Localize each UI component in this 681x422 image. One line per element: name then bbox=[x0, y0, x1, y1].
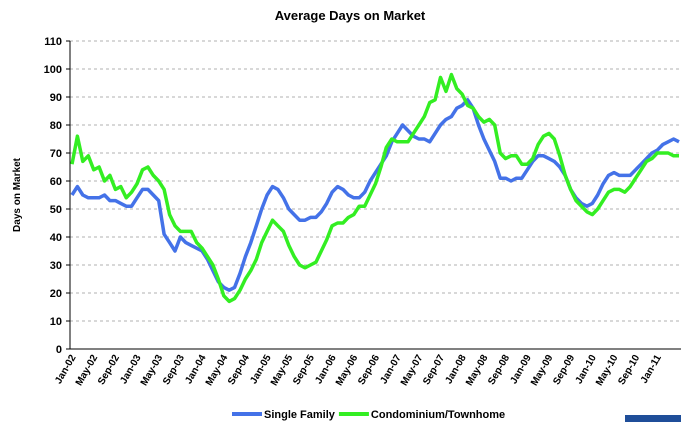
y-tick-label: 20 bbox=[50, 288, 62, 300]
y-tick-label: 100 bbox=[44, 64, 62, 76]
x-tick-label: Sep-03 bbox=[161, 353, 187, 387]
y-axis-label: Days on Market bbox=[12, 157, 23, 232]
y-tick-label: 10 bbox=[50, 316, 62, 328]
y-tick-label: 60 bbox=[50, 176, 62, 188]
y-tick-label: 0 bbox=[56, 344, 62, 356]
legend-label: Condominium/Townhome bbox=[371, 409, 505, 421]
y-tick-label: 80 bbox=[50, 120, 62, 132]
y-tick-label: 40 bbox=[50, 232, 62, 244]
legend-label: Single Family bbox=[264, 409, 336, 421]
x-tick-label: Sep-08 bbox=[486, 353, 512, 387]
x-tick-label: Sep-07 bbox=[421, 353, 447, 387]
x-tick-label: Sep-10 bbox=[616, 353, 642, 387]
y-tick-label: 50 bbox=[50, 204, 62, 216]
chart-title: Average Days on Market bbox=[275, 8, 426, 23]
series-line bbox=[70, 98, 680, 292]
logo-bar bbox=[625, 415, 681, 422]
x-tick-label: Jan-11 bbox=[639, 353, 664, 386]
y-tick-label: 110 bbox=[44, 36, 62, 48]
y-tick-label: 30 bbox=[50, 260, 62, 272]
y-tick-label: 70 bbox=[50, 148, 62, 160]
series-line bbox=[70, 72, 679, 304]
x-tick-label: Sep-09 bbox=[551, 353, 577, 387]
x-tick-label: Sep-06 bbox=[356, 353, 382, 387]
x-tick-label: Sep-04 bbox=[226, 353, 252, 387]
y-tick-label: 90 bbox=[50, 92, 62, 104]
x-tick-label: Sep-05 bbox=[291, 353, 317, 387]
x-tick-label: Sep-02 bbox=[96, 353, 122, 387]
